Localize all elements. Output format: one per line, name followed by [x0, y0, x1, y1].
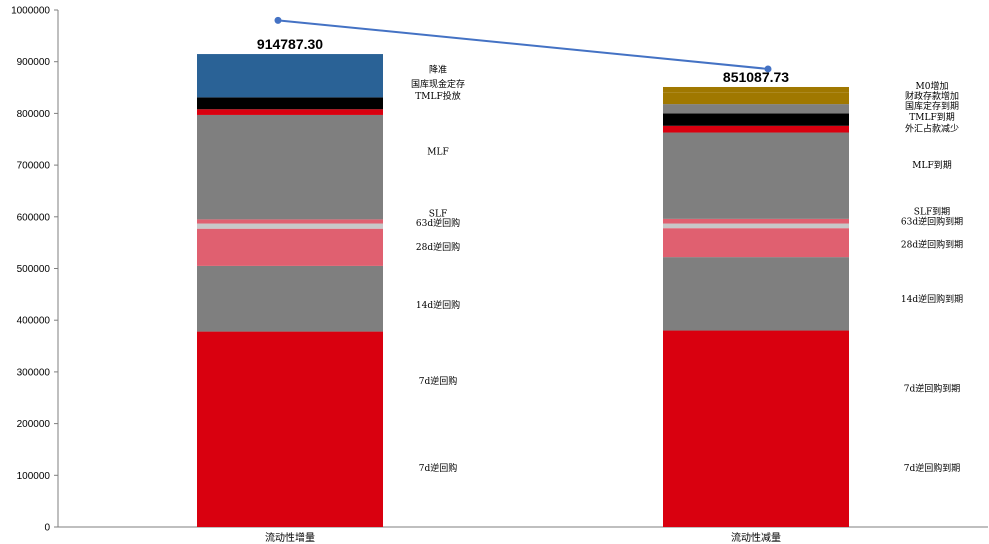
- segment-label: SLF: [429, 210, 447, 220]
- y-tick-label: 800000: [17, 109, 51, 120]
- y-tick-label: 700000: [17, 161, 51, 172]
- bar-segment: [663, 228, 849, 258]
- bar-segment: [663, 257, 849, 331]
- segment-label: 7d逆回购: [419, 462, 458, 474]
- total-labels: 914787.30 851087.73: [257, 36, 789, 85]
- segment-label: 14d逆回购到期: [901, 293, 963, 305]
- bar-segment: [663, 132, 849, 219]
- segment-label: MLF到期: [912, 159, 951, 171]
- bar-segment: [197, 228, 383, 266]
- segment-label: 7d逆回购: [419, 375, 458, 387]
- bar-segment: [663, 125, 849, 133]
- y-tick-label: 600000: [17, 212, 51, 223]
- y-tick-label: 500000: [17, 264, 51, 275]
- y-tick-label: 1000000: [11, 6, 50, 17]
- segment-label: SLF到期: [914, 206, 950, 218]
- stack-total-label: 851087.73: [723, 69, 789, 85]
- segment-label: 国库现金定存: [411, 78, 465, 90]
- bar-segment: [663, 92, 849, 105]
- trend-line-path: [277, 19, 769, 70]
- bar-segment: [663, 113, 849, 126]
- bar-segment: [663, 223, 849, 229]
- segment-label: 14d逆回购: [416, 299, 460, 311]
- segment-label: 7d逆回购到期: [904, 462, 961, 474]
- category-labels: 流动性增量 流动性减量: [265, 531, 781, 544]
- bar-segment: [663, 86, 849, 93]
- y-tick-label: 0: [44, 523, 50, 534]
- stacked-bars: [197, 54, 849, 527]
- category-label: 流动性减量: [731, 531, 781, 544]
- trend-line: [274, 16, 772, 73]
- segment-label: 28d逆回购到期: [901, 239, 963, 251]
- y-tick-label: 200000: [17, 419, 51, 430]
- bar-segment: [663, 218, 849, 224]
- bar-segment: [197, 223, 383, 229]
- category-label: 流动性增量: [265, 531, 315, 544]
- segment-label: 国库定存到期: [905, 100, 959, 112]
- segment-label: TMLF投放: [415, 90, 460, 102]
- bar-segment: [663, 104, 849, 114]
- bar-segment: [663, 330, 849, 527]
- bar-segment: [197, 54, 383, 98]
- y-axis-ticks: 0 100000 200000 300000 400000 500000 600000 700…: [11, 6, 58, 534]
- segment-label: 财政存款增加: [905, 90, 959, 102]
- segment-label: 63d逆回购: [416, 217, 460, 229]
- segment-label: 7d逆回购到期: [904, 382, 961, 394]
- y-tick-label: 400000: [17, 316, 51, 327]
- bar-segment: [197, 219, 383, 224]
- segment-label: 28d逆回购: [416, 241, 460, 253]
- bar-segment: [197, 97, 383, 110]
- segment-label: M0增加: [916, 80, 949, 92]
- y-tick-label: 300000: [17, 367, 51, 378]
- segment-label: TMLF到期: [909, 111, 954, 123]
- segment-label: 降准: [429, 63, 447, 75]
- bar-segment: [197, 331, 383, 527]
- y-tick-label: 100000: [17, 471, 51, 482]
- segment-label: 63d逆回购到期: [901, 215, 963, 227]
- y-tick-label: 900000: [17, 57, 51, 68]
- trend-line-point: [274, 16, 282, 24]
- bar-segment: [197, 114, 383, 220]
- bar-segment: [197, 109, 383, 115]
- segment-label: MLF: [427, 148, 448, 158]
- segment-label: 外汇占款减少: [905, 122, 959, 134]
- stack-total-label: 914787.30: [257, 36, 323, 52]
- bar-segment: [197, 265, 383, 332]
- trend-line-point: [764, 65, 772, 73]
